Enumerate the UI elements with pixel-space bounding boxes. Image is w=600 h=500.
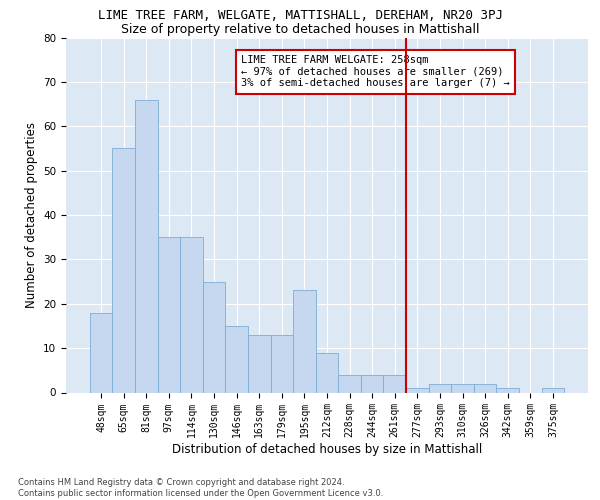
Bar	[271, 335, 293, 392]
Bar	[112, 148, 135, 392]
Text: LIME TREE FARM WELGATE: 258sqm
← 97% of detached houses are smaller (269)
3% of : LIME TREE FARM WELGATE: 258sqm ← 97% of …	[241, 55, 510, 88]
Bar	[406, 388, 428, 392]
Bar	[451, 384, 474, 392]
Bar	[226, 326, 248, 392]
Bar	[428, 384, 451, 392]
Bar	[135, 100, 158, 393]
Bar	[203, 282, 226, 393]
Text: Contains HM Land Registry data © Crown copyright and database right 2024.
Contai: Contains HM Land Registry data © Crown c…	[18, 478, 383, 498]
Bar	[338, 375, 361, 392]
Bar	[248, 335, 271, 392]
Bar	[542, 388, 564, 392]
Bar	[383, 375, 406, 392]
Bar	[293, 290, 316, 392]
Y-axis label: Number of detached properties: Number of detached properties	[25, 122, 38, 308]
Bar	[180, 237, 203, 392]
Bar	[90, 312, 112, 392]
Text: Size of property relative to detached houses in Mattishall: Size of property relative to detached ho…	[121, 22, 479, 36]
Bar	[158, 237, 180, 392]
Text: LIME TREE FARM, WELGATE, MATTISHALL, DEREHAM, NR20 3PJ: LIME TREE FARM, WELGATE, MATTISHALL, DER…	[97, 9, 503, 22]
Bar	[474, 384, 496, 392]
Bar	[496, 388, 519, 392]
X-axis label: Distribution of detached houses by size in Mattishall: Distribution of detached houses by size …	[172, 443, 482, 456]
Bar	[361, 375, 383, 392]
Bar	[316, 352, 338, 393]
